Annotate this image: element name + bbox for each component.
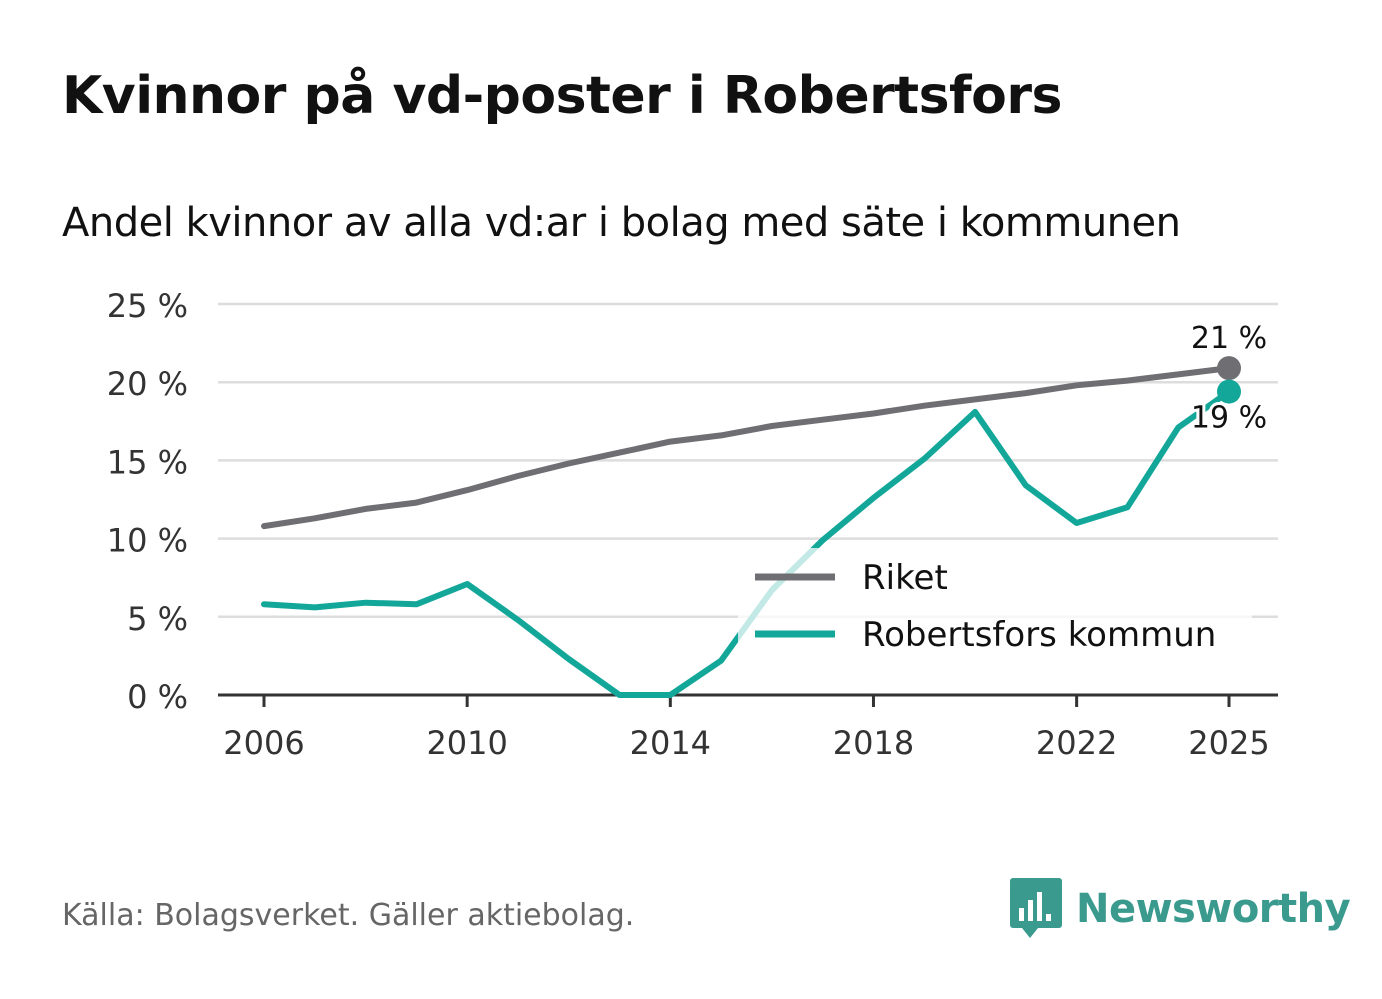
x-tick-label: 2010	[426, 724, 507, 762]
y-axis: 0 % 5 % 10 % 15 % 20 % 25 %	[107, 287, 188, 716]
legend: Riket Robertsfors kommun	[738, 548, 1252, 666]
x-tick-label: 2022	[1036, 724, 1117, 762]
x-tick-label: 2014	[630, 724, 711, 762]
x-tick-label: 2025	[1188, 724, 1269, 762]
y-tick-label: 10 %	[107, 522, 188, 560]
chart-subtitle: Andel kvinnor av alla vd:ar i bolag med …	[62, 200, 1181, 246]
series-endpoint-0[interactable]	[1217, 356, 1241, 381]
source-note: Källa: Bolagsverket. Gäller aktiebolag.	[62, 898, 635, 933]
y-tick-label: 15 %	[107, 443, 188, 481]
newsworthy-brand[interactable]: Newsworthy	[1010, 878, 1351, 940]
y-tick-label: 20 %	[107, 365, 188, 403]
legend-label-0[interactable]: Riket	[862, 558, 948, 598]
end-label-0: 21 %	[1191, 321, 1267, 356]
brand-name: Newsworthy	[1076, 886, 1351, 932]
series-line-0	[261, 365, 1232, 530]
chart-title: Kvinnor på vd-poster i Robertsfors	[62, 66, 1063, 126]
y-tick-label: 0 %	[127, 678, 188, 716]
bar-chart-speech-bubble-icon	[1010, 878, 1062, 938]
x-tick-label: 2018	[833, 724, 914, 762]
series-endpoint-1[interactable]	[1217, 379, 1241, 404]
x-tick-label: 2006	[223, 724, 304, 762]
x-axis: 2006 2010 2014 2018 2022 2025	[218, 693, 1278, 762]
y-tick-label: 5 %	[127, 600, 188, 638]
legend-label-1[interactable]: Robertsfors kommun	[862, 615, 1216, 655]
y-tick-label: 25 %	[107, 287, 188, 325]
end-labels: 21 % 19 %	[1188, 318, 1270, 438]
end-label-1: 19 %	[1191, 401, 1267, 436]
legend-background	[738, 548, 1252, 666]
